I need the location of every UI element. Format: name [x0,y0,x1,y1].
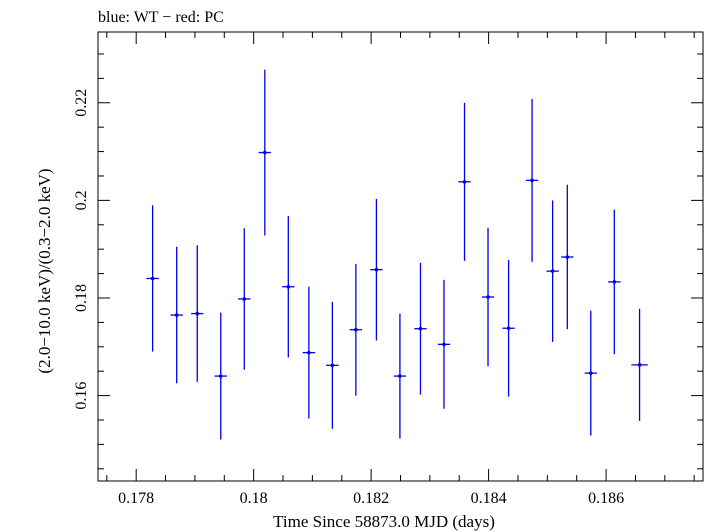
y-tick-label: 0.18 [73,284,90,312]
data-point [146,205,159,352]
data-point [326,301,339,429]
x-tick-label: 0.18 [240,490,268,507]
point-marker [218,374,223,378]
point-marker [398,374,402,378]
x-axis-label: Time Since 58873.0 MJD (days) [273,512,495,531]
point-marker [589,371,593,375]
y-tick-label: 0.2 [73,190,90,210]
y-axis-label: (2.0−10.0 keV)/(0.3−2.0 keV) [35,168,54,373]
point-marker [374,267,379,272]
point-marker [195,311,200,316]
point-marker [307,350,311,355]
point-marker [530,178,534,183]
x-tick-label: 0.182 [353,490,389,507]
x-tick-label: 0.184 [471,490,507,507]
data-point [302,286,316,419]
data-point [191,245,204,382]
point-marker [506,326,511,331]
point-marker [150,276,155,281]
data-point [502,259,515,397]
data-point [393,313,407,439]
point-marker [330,363,335,368]
data-point [546,200,559,342]
data-point [458,102,471,261]
y-tick-label: 0.22 [73,89,90,117]
data-point [349,263,363,396]
data-point [170,246,183,384]
data-point [282,215,295,358]
point-marker [637,363,642,367]
point-marker [486,295,490,299]
data-point [608,209,621,355]
data-point [631,308,648,421]
point-marker [418,326,423,331]
point-marker [354,327,358,332]
data-point [525,98,539,262]
point-marker [462,180,467,184]
data-point [414,262,427,395]
x-tick-label: 0.186 [588,490,624,507]
data-point [258,69,271,236]
y-tick-label: 0.16 [73,382,90,410]
point-marker [565,255,570,259]
point-marker [263,150,267,155]
data-point [370,198,383,341]
data-point [238,228,251,370]
x-tick-label: 0.178 [118,490,154,507]
point-marker [550,269,555,273]
point-marker [612,280,617,284]
data-point [437,279,451,409]
point-marker [286,284,291,289]
point-marker [242,297,247,301]
axis-ticks: 0.178 0.18 0.182 0.184 0.186 0.16 0.18 0.2 0.22 [73,32,703,507]
data-point [481,227,495,367]
point-marker [442,342,446,347]
point-marker [174,313,179,317]
data-point [214,312,227,440]
data-point [584,310,597,436]
chart-title: blue: WT − red: PC [98,9,224,26]
data-point [561,184,574,330]
data-points [146,69,648,440]
